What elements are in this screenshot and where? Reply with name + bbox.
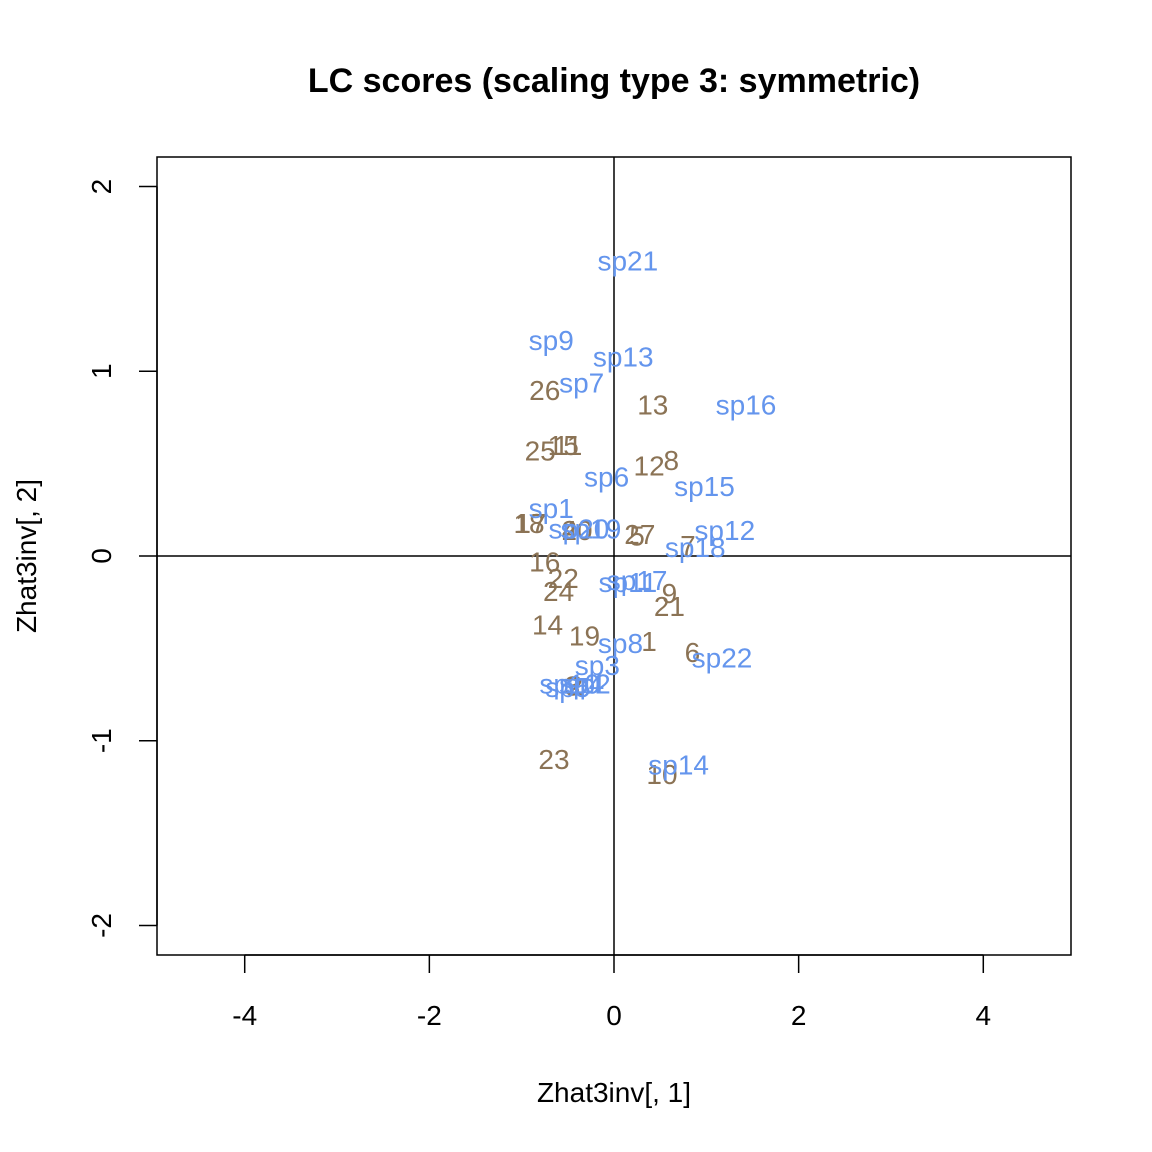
site-score-label: 6 — [685, 637, 701, 668]
site-score-label: 12 — [634, 450, 665, 481]
species-score-label: sp8 — [598, 628, 643, 659]
chart-title: LC scores (scaling type 3: symmetric) — [308, 62, 920, 100]
site-score-label: 20 — [561, 515, 592, 546]
species-score-label: sp18 — [665, 532, 726, 563]
species-score-label: sp21 — [597, 245, 658, 276]
site-score-label: 9 — [662, 578, 678, 609]
species-score-label: sp15 — [674, 471, 735, 502]
x-tick-label: 2 — [791, 1000, 807, 1031]
site-score-label: 13 — [637, 390, 668, 421]
site-score-label: 3 — [565, 670, 581, 701]
species-score-label: sp20 — [549, 513, 610, 544]
species-score-label: sp6 — [584, 462, 629, 493]
site-score-label: 16 — [529, 547, 560, 578]
site-score-label: 11 — [553, 430, 582, 461]
species-score-label: sp1 — [529, 493, 574, 524]
species-score-label: sp7 — [559, 367, 604, 398]
species-score-label: sp12 — [694, 515, 755, 546]
site-score-label: 21 — [654, 591, 685, 622]
y-tick-label: 0 — [86, 548, 117, 564]
species-score-label: sp2 — [566, 668, 611, 699]
site-score-label: 19 — [569, 620, 600, 651]
site-score-label: 27 — [624, 519, 655, 550]
site-score-label: 4 — [562, 515, 578, 546]
site-score-label: 8 — [663, 445, 679, 476]
species-score-label: sp19 — [561, 513, 622, 544]
y-tick-label: 1 — [86, 363, 117, 379]
site-score-label: 7 — [680, 530, 696, 561]
y-tick-label: 2 — [86, 179, 117, 195]
species-score-label: sp5 — [545, 672, 590, 703]
species-score-label: sp3 — [575, 650, 620, 681]
site-score-label: 17 — [515, 508, 546, 539]
species-score-label: sp16 — [716, 390, 777, 421]
species-score-label: sp14 — [648, 750, 709, 781]
site-score-label: 26 — [529, 375, 560, 406]
x-tick-label: 0 — [606, 1000, 622, 1031]
x-tick-label: -4 — [232, 1000, 257, 1031]
site-score-label: 10 — [646, 759, 677, 790]
site-score-label: 1 — [641, 626, 657, 657]
x-tick-label: -2 — [417, 1000, 442, 1031]
site-score-label: 18 — [513, 508, 544, 539]
site-score-label: 5 — [629, 521, 645, 552]
site-score-label: 25 — [525, 436, 556, 467]
y-tick-label: -2 — [86, 913, 117, 938]
y-tick-label: -1 — [86, 728, 117, 753]
species-score-label: sp9 — [529, 325, 574, 356]
species-score-label: sp17 — [607, 565, 668, 596]
y-axis-label: Zhat3inv[, 2] — [11, 479, 42, 633]
site-score-label: 14 — [532, 609, 563, 640]
x-axis-label: Zhat3inv[, 1] — [537, 1077, 691, 1108]
site-score-label: 22 — [548, 563, 579, 594]
species-score-label: sp13 — [593, 342, 654, 373]
species-score-label: sp10 — [539, 668, 600, 699]
site-score-label: 2 — [567, 670, 583, 701]
site-score-label: 23 — [538, 744, 569, 775]
site-score-label: 15 — [548, 430, 579, 461]
site-score-label: 24 — [543, 576, 574, 607]
x-tick-label: 4 — [976, 1000, 992, 1031]
species-score-label: sp4 — [559, 668, 604, 699]
species-score-label: sp22 — [692, 643, 753, 674]
species-score-label: sp11 — [599, 567, 658, 598]
